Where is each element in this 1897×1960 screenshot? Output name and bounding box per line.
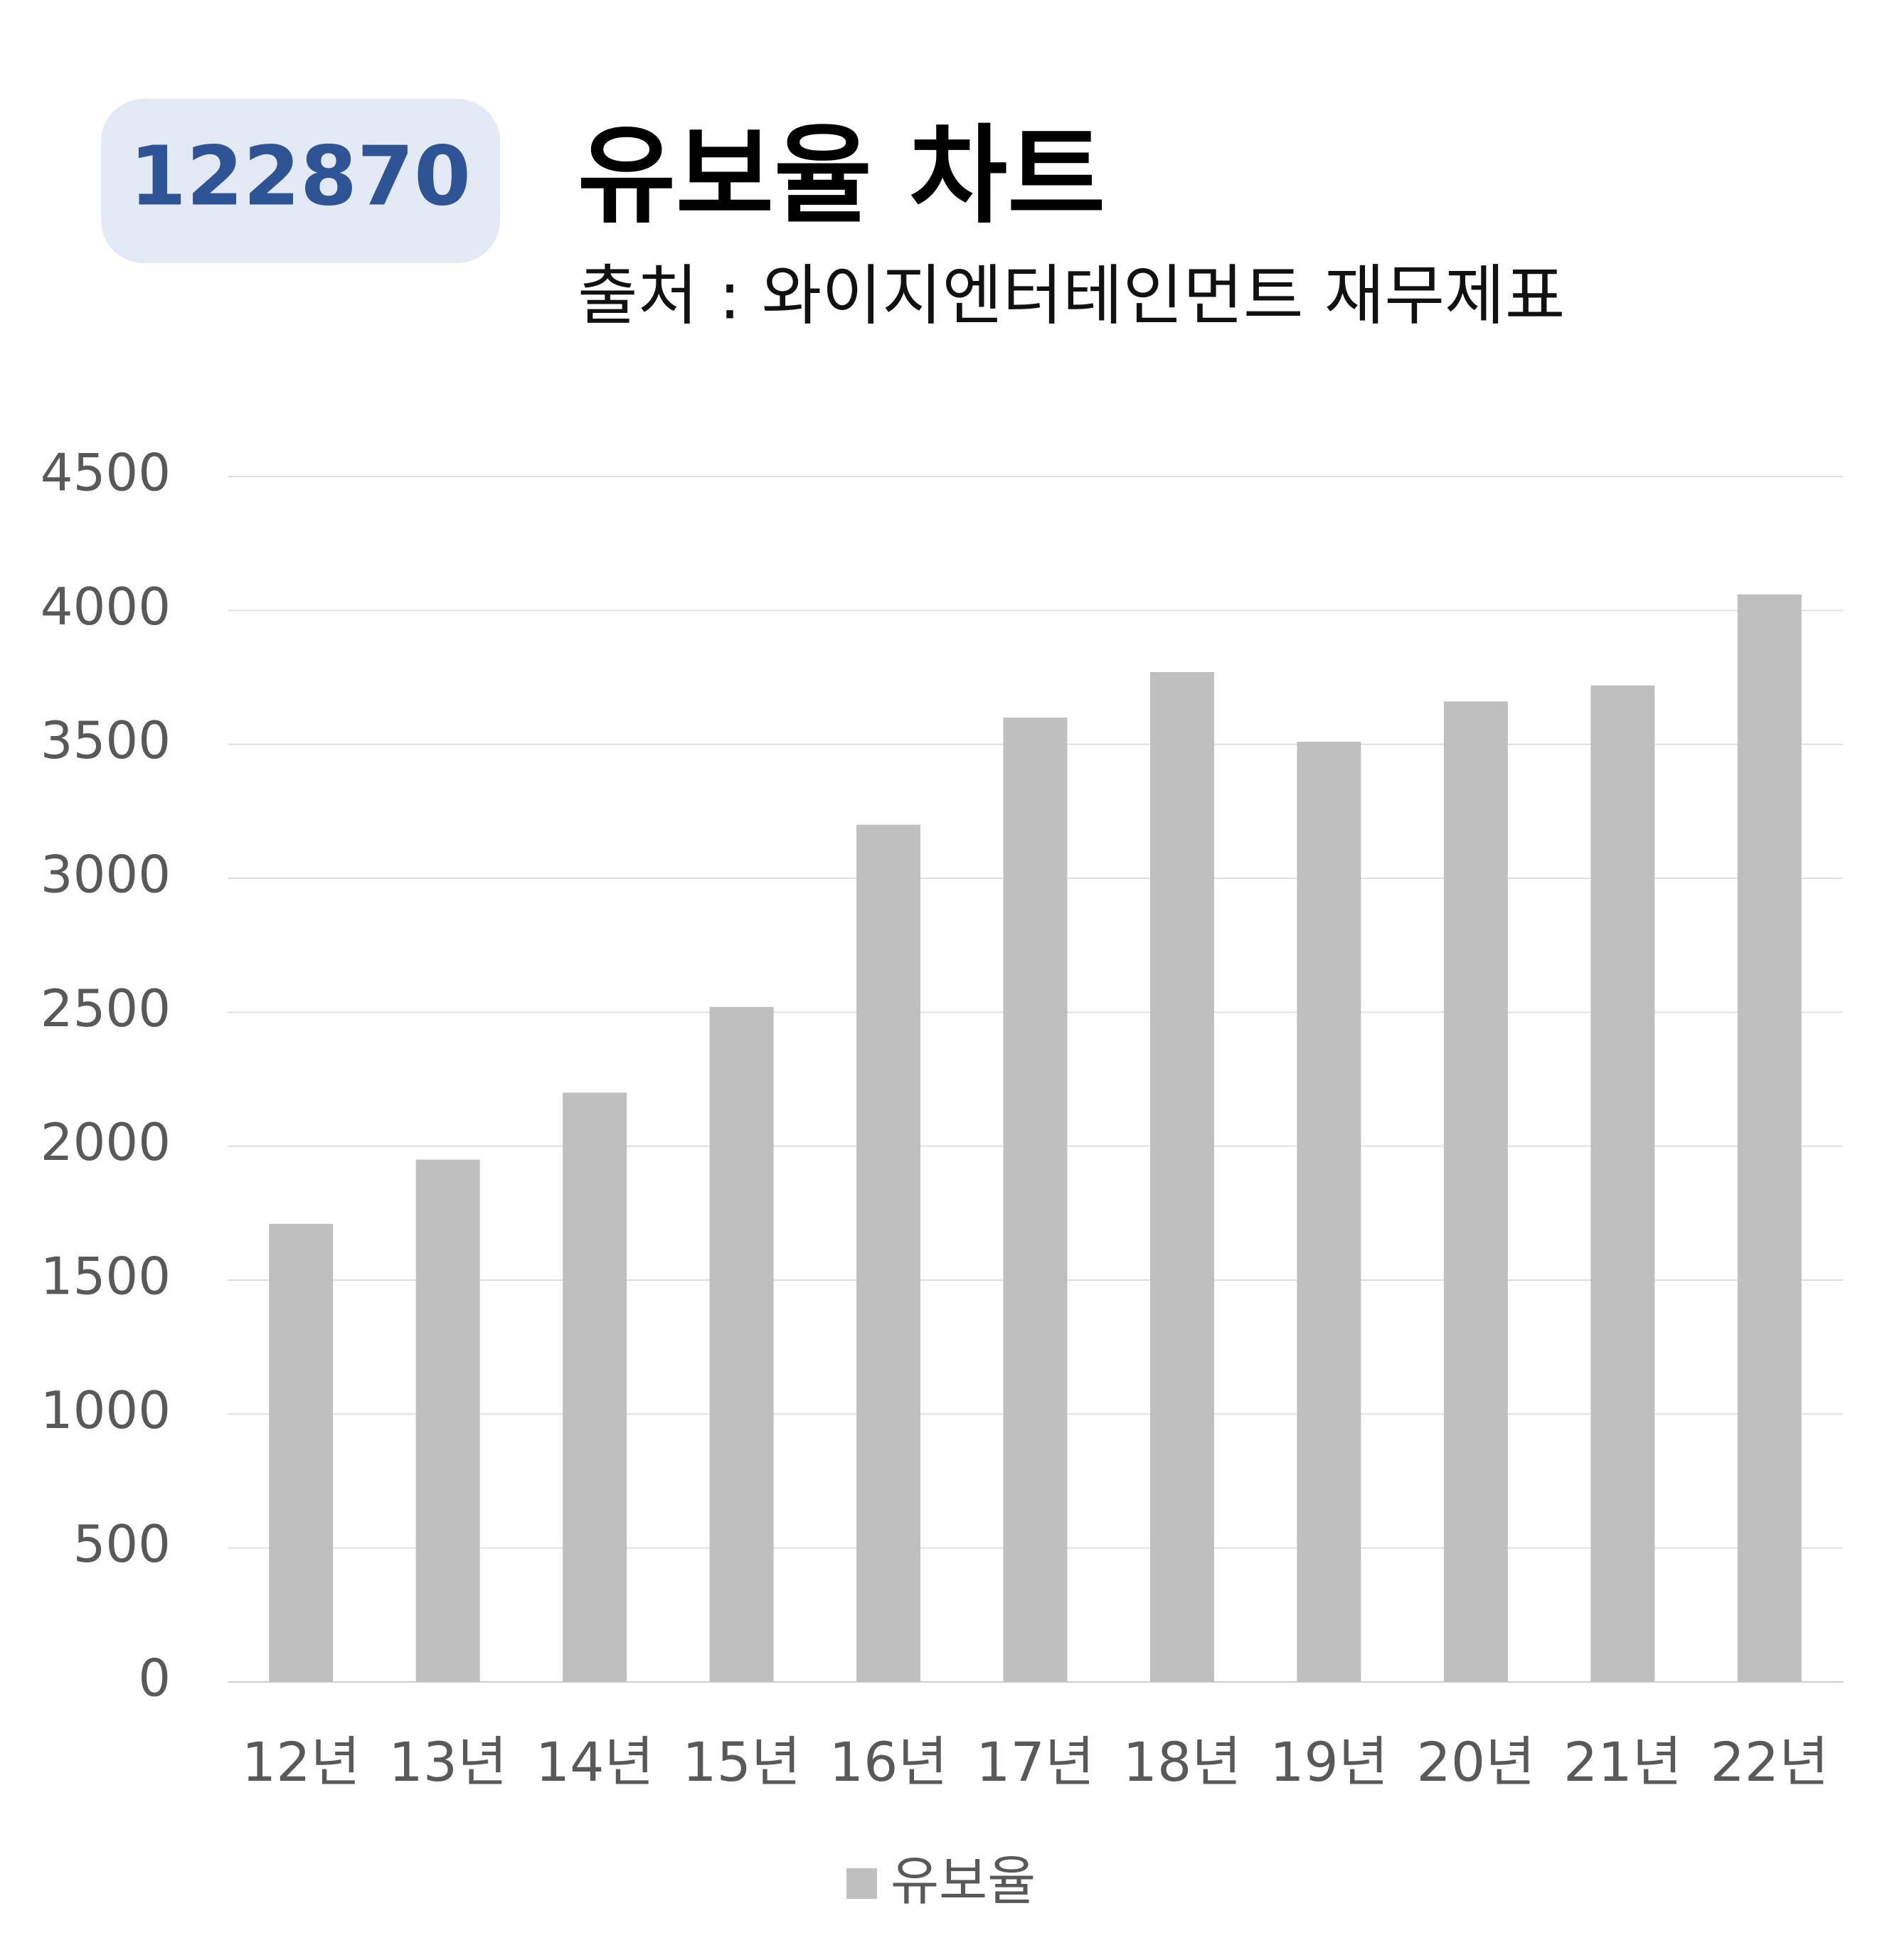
badge-box [101, 99, 500, 263]
bar [1297, 741, 1361, 1682]
x-tick-label: 18년 [1123, 1730, 1242, 1794]
y-tick-label: 0 [138, 1649, 171, 1708]
x-tick-label: 16년 [829, 1730, 948, 1794]
y-tick-label: 2500 [41, 979, 171, 1038]
bar [1590, 685, 1655, 1682]
y-tick-label: 1500 [41, 1247, 171, 1306]
bar [856, 824, 921, 1682]
x-tick-label: 15년 [682, 1730, 801, 1794]
x-tick-label: 14년 [536, 1730, 654, 1794]
legend-swatch [846, 1868, 877, 1899]
bar [1003, 718, 1068, 1682]
x-tick-label: 12년 [242, 1730, 361, 1794]
x-tick-label: 17년 [976, 1730, 1095, 1794]
y-tick-label: 4000 [41, 577, 171, 637]
x-tick-label: 22년 [1710, 1730, 1829, 1794]
bar [269, 1223, 334, 1682]
bar [1737, 594, 1802, 1682]
y-tick-label: 500 [73, 1514, 171, 1574]
bar [1149, 671, 1214, 1682]
x-tick-label: 21년 [1563, 1730, 1682, 1794]
x-tick-label: 13년 [388, 1730, 507, 1794]
y-tick-label: 2000 [41, 1112, 171, 1172]
chart-title: 유보율 차트 [578, 114, 1105, 238]
chart-subtitle: 출처 : 와이지엔터테인먼트 재무제표 [578, 257, 1565, 334]
y-tick-label: 4500 [41, 443, 171, 503]
legend-label: 유보율 [891, 1851, 1036, 1912]
y-tick-label: 3000 [41, 845, 171, 905]
x-tick-label: 19년 [1270, 1730, 1388, 1794]
bar [1443, 701, 1508, 1682]
bar [415, 1159, 480, 1682]
y-tick-label: 3500 [41, 710, 171, 770]
y-tick-label: 1000 [41, 1380, 171, 1440]
x-tick-label: 20년 [1417, 1730, 1536, 1794]
badge: 122870 [129, 129, 471, 225]
bar [563, 1092, 627, 1682]
bar [709, 1006, 774, 1682]
